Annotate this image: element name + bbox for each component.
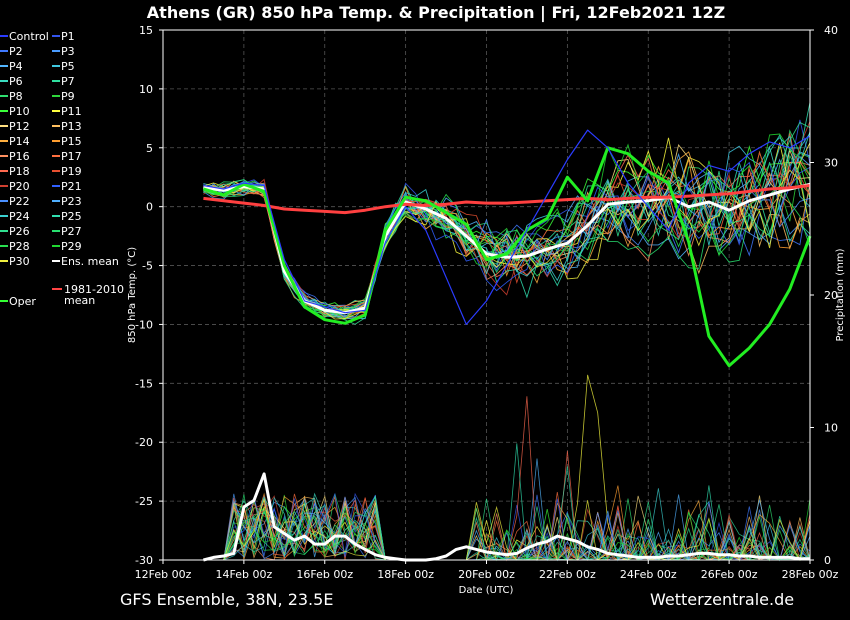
- series-layer: [202, 129, 812, 562]
- y-tick-label: -30: [135, 554, 153, 567]
- legend-entry: P22: [9, 195, 30, 208]
- legend-entry: P5: [61, 60, 75, 73]
- legend-entry: P16: [9, 150, 30, 163]
- member-precip-line-p18: [203, 396, 810, 561]
- y-tick-label: 0: [146, 201, 153, 214]
- member-precip-line-p4: [203, 458, 810, 561]
- legend-entry: 1981-2010: [64, 283, 124, 296]
- chart-title: Athens (GR) 850 hPa Temp. & Precipitatio…: [147, 3, 725, 23]
- x-tick-label: 26Feb 00z: [701, 568, 758, 581]
- legend-entry: P4: [9, 60, 23, 73]
- legend-entry: P1: [61, 30, 75, 43]
- legend-entry: mean: [64, 294, 95, 307]
- legend-entry: P12: [9, 120, 30, 133]
- legend-entry: Ens. mean: [61, 255, 119, 268]
- axes: 15 10 5 0 -5 -10 -15 -20 -25 -30 40 30 20 10 0 12Feb 00…: [135, 24, 839, 581]
- legend-entry: P6: [9, 75, 23, 88]
- legend-entry: P18: [9, 165, 30, 178]
- y2-tick-label: 10: [824, 422, 838, 435]
- y2-tick-label: 0: [824, 554, 831, 567]
- member-temp-line-p20: [203, 121, 811, 316]
- legend-entry: P15: [61, 135, 82, 148]
- legend-entry: P23: [61, 195, 82, 208]
- legend-entry: P7: [61, 75, 75, 88]
- legend-entry: P8: [9, 90, 23, 103]
- y-tick-label: -20: [135, 436, 153, 449]
- y-tick-label: -10: [135, 318, 153, 331]
- y-tick-label: -5: [142, 260, 153, 273]
- x-axis-label: Date (UTC): [459, 585, 514, 596]
- legend-entry: P28: [9, 240, 30, 253]
- legend-entry: P27: [61, 225, 82, 238]
- legend-entry: P29: [61, 240, 82, 253]
- footer-model-info: GFS Ensemble, 38N, 23.5E: [120, 590, 333, 609]
- x-tick-label: 16Feb 00z: [296, 568, 353, 581]
- y2-tick-label: 40: [824, 24, 838, 37]
- y2-tick-label: 30: [824, 157, 838, 170]
- y-tick-label: 10: [139, 83, 153, 96]
- legend-entry: Oper: [9, 295, 36, 308]
- legend-entry: P26: [9, 225, 30, 238]
- y-tick-label: 5: [146, 142, 153, 155]
- footer-source: Wetterzentrale.de: [650, 590, 794, 609]
- ensemble-member-lines: [203, 102, 811, 562]
- legend-entry: P21: [61, 180, 82, 193]
- series-line-control: [203, 129, 811, 325]
- y-tick-label: -25: [135, 495, 153, 508]
- x-tick-label: 14Feb 00z: [216, 568, 273, 581]
- x-tick-label: 24Feb 00z: [620, 568, 677, 581]
- legend-entry: P24: [9, 210, 30, 223]
- member-precip-line-p30: [203, 498, 811, 562]
- x-tick-label: 20Feb 00z: [458, 568, 515, 581]
- legend-entry: P17: [61, 150, 82, 163]
- legend-entry: P25: [61, 210, 82, 223]
- legend-entry: Control: [9, 30, 49, 43]
- legend-entry: P20: [9, 180, 30, 193]
- legend-entry: P30: [9, 255, 30, 268]
- y-tick-label: 15: [139, 24, 153, 37]
- legend-entry: P13: [61, 120, 82, 133]
- legend-entry: P19: [61, 165, 82, 178]
- legend-entry: P14: [9, 135, 30, 148]
- member-temp-line-p25: [203, 102, 811, 317]
- series-line-ens-mean-precip: [203, 472, 810, 562]
- legend-entry: P2: [9, 45, 23, 58]
- legend-entry: P10: [9, 105, 30, 118]
- x-tick-label: 12Feb 00z: [135, 568, 192, 581]
- legend: Control P1 P2 P3 P4 P5 P6 P7 P8 P9 P10 P11 P12 P13 P14…: [0, 30, 124, 308]
- series-line-oper: [202, 146, 812, 368]
- legend-entry: P9: [61, 90, 75, 103]
- legend-entry: P3: [61, 45, 75, 58]
- y-tick-label: -15: [135, 377, 153, 390]
- x-tick-label: 18Feb 00z: [377, 568, 434, 581]
- y2-axis-label: Precipitation (mm): [835, 248, 846, 341]
- x-tick-label: 22Feb 00z: [539, 568, 596, 581]
- series-line-1981-2010-mean: [203, 184, 811, 215]
- y2-tick-label: 20: [824, 289, 838, 302]
- x-tick-label: 28Feb 00z: [782, 568, 839, 581]
- legend-entry: P11: [61, 105, 82, 118]
- y-axis-label: 850 hPa Temp. (°C): [127, 247, 138, 343]
